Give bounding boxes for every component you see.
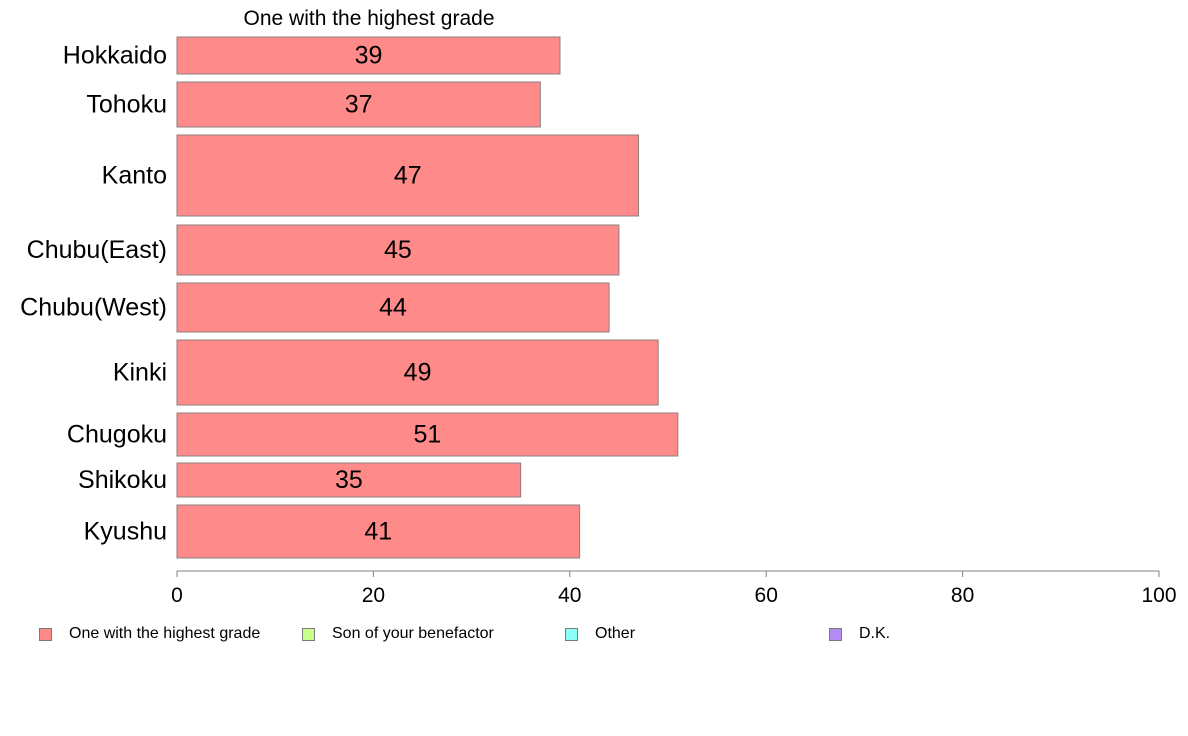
bar-kyushu xyxy=(176,504,581,559)
x-tick-label-40: 40 xyxy=(558,584,581,607)
bar-chubu-west xyxy=(176,282,610,333)
legend-label-other: Other xyxy=(595,625,636,642)
x-tick-label-0: 0 xyxy=(171,584,183,607)
category-label-shikoku: Shikoku xyxy=(78,466,167,494)
category-label-kanto: Kanto xyxy=(102,162,167,190)
bar-kinki xyxy=(176,339,659,406)
legend-item-highest-grade: One with the highest grade xyxy=(39,624,260,644)
x-tick-label-60: 60 xyxy=(755,584,778,607)
category-label-hokkaido: Hokkaido xyxy=(63,42,167,70)
value-label-kinki: 49 xyxy=(404,359,432,387)
x-tick-label-80: 80 xyxy=(951,584,974,607)
bars-group xyxy=(176,36,679,559)
legend-swatch-benefactor xyxy=(302,627,315,641)
legend-item-benefactor: Son of your benefactor xyxy=(302,624,494,644)
legend-swatch-dk xyxy=(829,627,842,641)
category-labels: Hokkaido Tohoku Kanto Chubu(East) Chubu(West… xyxy=(20,42,167,546)
x-tick-label-100: 100 xyxy=(1141,584,1176,607)
legend-swatch-highest-grade xyxy=(39,627,52,641)
category-label-kyushu: Kyushu xyxy=(84,518,167,546)
bar-chubu-east xyxy=(176,224,620,276)
category-label-chubu-west: Chubu(West) xyxy=(20,294,167,322)
bar-shikoku xyxy=(176,462,522,498)
legend-item-dk: D.K. xyxy=(829,624,890,644)
legend-swatch-other xyxy=(565,627,578,641)
legend-label-dk: D.K. xyxy=(859,625,891,642)
value-label-hokkaido: 39 xyxy=(355,42,383,70)
x-tick-label-20: 20 xyxy=(362,584,385,607)
value-label-kyushu: 41 xyxy=(364,518,392,546)
legend-label-benefactor: Son of your benefactor xyxy=(332,625,494,642)
value-label-shikoku: 35 xyxy=(335,466,363,494)
legend: One with the highest grade Son of your b… xyxy=(0,624,1188,644)
bar-chugoku xyxy=(176,412,679,457)
bar-kanto xyxy=(176,134,640,217)
value-label-kanto: 47 xyxy=(394,162,422,190)
bar-tohoku xyxy=(176,81,541,128)
legend-item-other: Other xyxy=(565,624,635,644)
value-label-chubu-west: 44 xyxy=(379,294,407,322)
value-label-chugoku: 51 xyxy=(414,421,442,449)
bar-hokkaido xyxy=(176,36,561,75)
legend-label-highest-grade: One with the highest grade xyxy=(69,625,261,642)
value-label-tohoku: 37 xyxy=(345,91,373,119)
value-label-chubu-east: 45 xyxy=(384,236,412,264)
category-label-chugoku: Chugoku xyxy=(67,421,167,449)
category-label-tohoku: Tohoku xyxy=(86,91,167,119)
category-label-kinki: Kinki xyxy=(113,359,167,387)
category-label-chubu-east: Chubu(East) xyxy=(27,236,167,264)
x-axis: 0 20 40 60 80 100 xyxy=(171,570,1177,607)
chart-title: One with the highest grade xyxy=(244,7,495,30)
